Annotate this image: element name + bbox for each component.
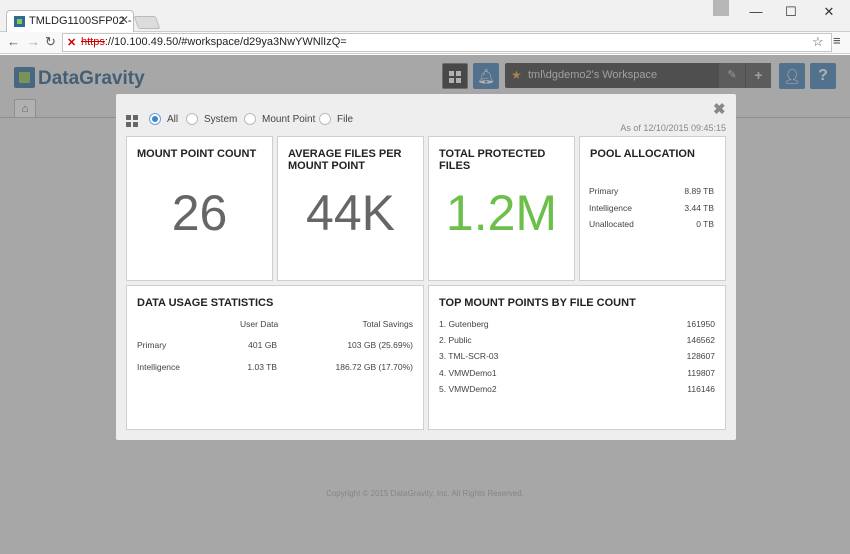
url-path: ://10.100.49.50/#workspace/d29ya3NwYWNlI… <box>104 36 347 48</box>
mount-point-name: 2. Public <box>439 335 472 345</box>
filter-grid-icon <box>126 115 138 127</box>
filter-all-radio[interactable]: All <box>149 113 178 125</box>
usage-user-data: 401 GB <box>248 340 277 350</box>
mount-point-count: 119807 <box>687 368 715 378</box>
usage-savings: 186.72 GB (17.70%) <box>335 362 414 372</box>
mount-point-count-card: MOUNT POINT COUNT 26 <box>126 136 273 281</box>
filter-label: All <box>167 114 179 125</box>
tab-title: TMLDG1100SFP02 - <box>29 15 132 27</box>
pool-value: 0 TB <box>696 219 714 229</box>
filter-label: System <box>204 114 238 125</box>
pool-value: 3.44 TB <box>684 203 714 213</box>
pool-label: Unallocated <box>589 219 634 229</box>
pool-allocation-card: POOL ALLOCATION Primary 8.89 TB Intellig… <box>579 136 726 281</box>
data-usage-card: DATA USAGE STATISTICS User Data Total Sa… <box>126 285 424 430</box>
total-protected-value: 1.2M <box>445 185 558 241</box>
card-title: MOUNT POINT COUNT <box>137 148 257 160</box>
maximize-icon[interactable]: ☐ <box>785 4 797 19</box>
back-icon[interactable]: ← <box>7 34 20 49</box>
usage-savings: 103 GB (25.69%) <box>347 340 413 350</box>
forward-icon[interactable]: → <box>27 34 40 49</box>
filter-mount-point-radio[interactable]: Mount Point <box>244 113 315 125</box>
browser-tabstrip: TMLDG1100SFP02 - ✕ — ☐ ✕ <box>0 0 850 33</box>
url-input[interactable]: ✕ https://10.100.49.50/#workspace/d29ya3… <box>62 33 832 52</box>
column-header: Total Savings <box>362 319 413 329</box>
mount-point-name: 1. Gutenberg <box>439 319 489 329</box>
insecure-lock-icon: ✕ <box>67 37 77 49</box>
filter-file-radio[interactable]: File <box>319 113 353 125</box>
mount-point-count-value: 26 <box>171 185 228 241</box>
reload-icon[interactable]: ↻ <box>45 34 56 49</box>
average-files-card: AVERAGE FILES PER MOUNT POINT 44K <box>277 136 424 281</box>
column-header: User Data <box>240 319 279 329</box>
filter-system-radio[interactable]: System <box>186 113 237 125</box>
usage-label: Primary <box>137 340 167 350</box>
summary-modal: All System Mount Point File ✖ As of 12/1… <box>116 94 736 440</box>
usage-label: Intelligence <box>137 362 181 372</box>
top-mount-points-card: TOP MOUNT POINTS BY FILE COUNT 1. Gutenb… <box>428 285 726 430</box>
mount-point-count: 128607 <box>686 351 715 361</box>
average-files-value: 44K <box>306 185 395 241</box>
browser-tab[interactable]: TMLDG1100SFP02 - ✕ <box>6 10 134 33</box>
new-tab-button[interactable] <box>133 16 161 29</box>
card-title: AVERAGE FILES PER MOUNT POINT <box>288 148 402 172</box>
as-of-timestamp: As of 12/10/2015 09:45:15 <box>620 123 726 133</box>
mount-point-name: 4. VMWDemo1 <box>439 368 497 378</box>
bookmark-star-icon[interactable]: ☆ <box>812 34 824 49</box>
url-scheme: https <box>81 36 105 48</box>
total-protected-card: TOTAL PROTECTED FILES 1.2M <box>428 136 575 281</box>
tab-close-icon[interactable]: ✕ <box>118 13 129 27</box>
card-title: POOL ALLOCATION <box>590 148 695 160</box>
address-bar-row: ← → ↻ ✕ https://10.100.49.50/#workspace/… <box>0 32 850 54</box>
filter-label: File <box>337 114 354 125</box>
pool-label: Intelligence <box>589 203 633 213</box>
card-title: DATA USAGE STATISTICS <box>137 297 274 309</box>
card-title: TOTAL PROTECTED FILES <box>439 148 546 172</box>
filter-label: Mount Point <box>262 114 316 125</box>
datagravity-favicon-icon <box>14 16 25 27</box>
usage-user-data: 1.03 TB <box>247 362 277 372</box>
card-title: TOP MOUNT POINTS BY FILE COUNT <box>439 297 636 309</box>
mount-point-name: 3. TML-SCR-03 <box>439 351 499 361</box>
minimize-icon[interactable]: — <box>749 4 763 19</box>
pool-value: 8.89 TB <box>684 186 714 196</box>
mount-point-count: 161950 <box>686 319 715 329</box>
mount-point-count: 116146 <box>687 384 715 394</box>
browser-menu-icon[interactable]: ≡ <box>833 33 841 48</box>
modal-close-icon[interactable]: ✖ <box>713 101 726 118</box>
pool-label: Primary <box>589 186 619 196</box>
mount-point-name: 5. VMWDemo2 <box>439 384 497 394</box>
mount-point-count: 146562 <box>686 335 715 345</box>
browser-user-icon[interactable] <box>713 0 729 16</box>
window-close-icon[interactable]: ✕ <box>823 4 835 19</box>
